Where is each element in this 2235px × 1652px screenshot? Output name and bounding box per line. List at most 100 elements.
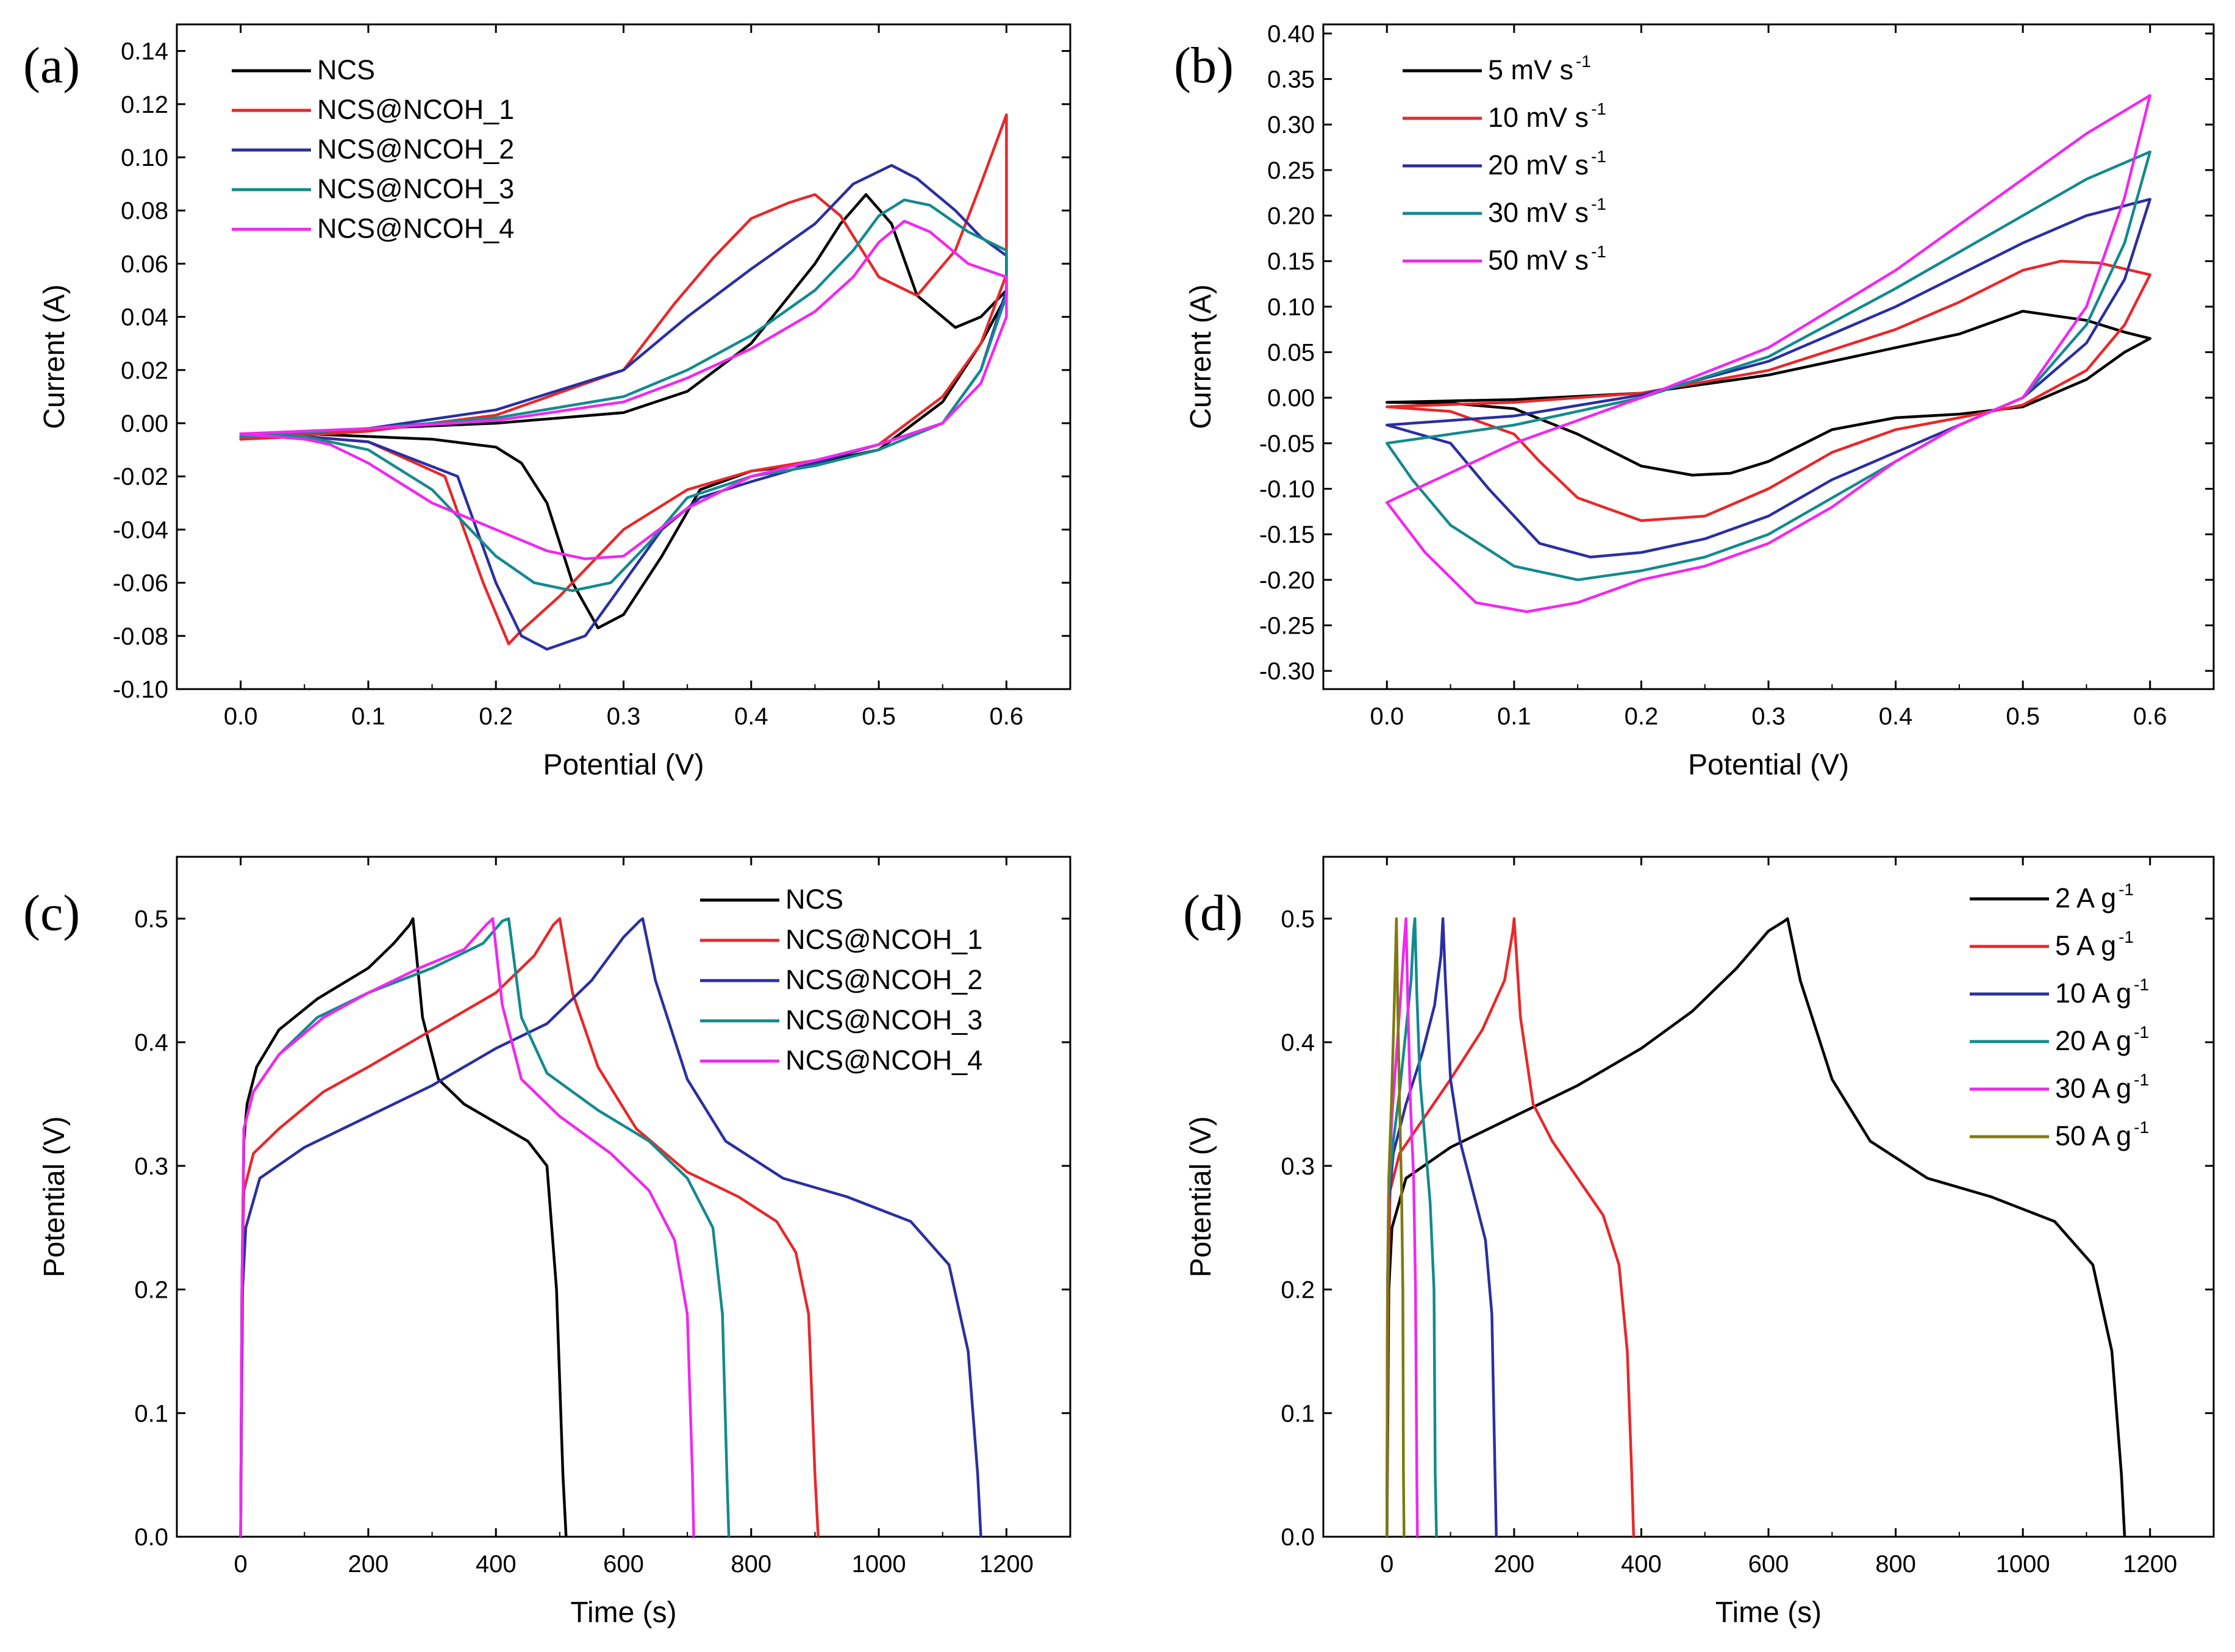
x-tick-label-a: 0.3 bbox=[607, 703, 641, 730]
y-tick-label-b: -0.05 bbox=[1259, 431, 1315, 457]
series-line-b-0 bbox=[1386, 310, 2151, 477]
panel-label-b: (b) bbox=[1174, 37, 1234, 94]
y-tick-label-b: 0.05 bbox=[1267, 340, 1315, 367]
series-line-a-4 bbox=[239, 220, 1008, 560]
y-tick-label-b: -0.25 bbox=[1259, 612, 1315, 639]
x-tick-label-a: 0.0 bbox=[224, 703, 258, 730]
legend-label-b-1: 10 mV s -1 bbox=[1488, 99, 1606, 133]
y-tick-label-d: 0.5 bbox=[1281, 906, 1315, 932]
chart-panel-c: (c) 0 200 400 600 800 1000 1200 0.0 0.1 0.2 0.3 0.4 0… bbox=[23, 856, 1071, 1629]
legend-label-b-3: 30 mV s -1 bbox=[1488, 195, 1606, 228]
legend-label-a-1: NCS@NCOH_1 bbox=[317, 94, 514, 125]
series-line-b-4 bbox=[1386, 94, 2151, 613]
y-tick-label-a: 0.12 bbox=[121, 91, 168, 118]
x-axis-label-c: Time (s) bbox=[570, 1597, 676, 1629]
x-tick-label-a: 0.1 bbox=[351, 703, 385, 730]
y-tick-label-b: 0.00 bbox=[1267, 385, 1315, 412]
y-tick-label-a: 0.10 bbox=[121, 145, 168, 171]
y-tick-label-a: 0.08 bbox=[121, 198, 168, 224]
x-axis-label-b: Potential (V) bbox=[1688, 749, 1849, 781]
legend-label-d-3: 20 A g -1 bbox=[2055, 1023, 2149, 1056]
x-tick-label-c: 1200 bbox=[979, 1551, 1034, 1578]
legend-label-d-0: 2 A g -1 bbox=[2055, 880, 2134, 914]
x-tick-label-d: 600 bbox=[1748, 1551, 1789, 1578]
legend-label-b-4: 50 mV s -1 bbox=[1488, 242, 1606, 276]
x-axis-label-a: Potential (V) bbox=[543, 749, 704, 781]
series-line-a-0 bbox=[239, 193, 1008, 629]
x-tick-label-c: 600 bbox=[603, 1551, 644, 1578]
legend-label-d-2: 10 A g -1 bbox=[2055, 975, 2149, 1009]
x-tick-label-d: 800 bbox=[1875, 1551, 1916, 1578]
x-tick-label-b: 0.6 bbox=[2133, 703, 2167, 730]
y-tick-label-d: 0.4 bbox=[1281, 1029, 1315, 1056]
y-tick-label-c: 0.4 bbox=[134, 1029, 168, 1056]
x-tick-label-d: 200 bbox=[1493, 1551, 1534, 1578]
y-tick-label-a: 0.04 bbox=[121, 304, 168, 331]
series-line-d-3 bbox=[1386, 917, 1438, 1537]
chart-panel-b: (b) 0.0 0.1 0.2 0.3 0.4 0.5 0.6 -0.30 -0.25 -0.20 -… bbox=[1174, 21, 2215, 781]
legend-label-c-3: NCS@NCOH_3 bbox=[785, 1004, 982, 1035]
series-line-c-1 bbox=[239, 917, 820, 1537]
y-tick-label-a: -0.04 bbox=[113, 517, 168, 543]
x-tick-label-d: 1200 bbox=[2123, 1551, 2177, 1578]
y-tick-label-a: 0.00 bbox=[121, 410, 168, 437]
x-tick-label-c: 1000 bbox=[852, 1551, 906, 1578]
legend-label-b-0: 5 mV s -1 bbox=[1488, 52, 1591, 85]
x-tick-label-d: 400 bbox=[1621, 1551, 1662, 1578]
series-line-d-0 bbox=[1386, 917, 2126, 1537]
y-tick-label-a: 0.06 bbox=[121, 251, 168, 277]
series-line-a-3 bbox=[239, 198, 1008, 592]
series-line-d-5 bbox=[1386, 917, 1406, 1537]
y-tick-label-c: 0.3 bbox=[134, 1153, 168, 1180]
y-tick-label-d: 0.1 bbox=[1281, 1400, 1315, 1427]
x-tick-label-b: 0.3 bbox=[1751, 703, 1786, 730]
x-tick-label-b: 0.1 bbox=[1497, 703, 1531, 730]
y-tick-label-b: 0.35 bbox=[1267, 66, 1315, 93]
y-tick-label-c: 0.0 bbox=[134, 1524, 168, 1551]
series-line-c-4 bbox=[239, 917, 695, 1537]
x-tick-label-c: 400 bbox=[476, 1551, 517, 1578]
y-tick-label-b: -0.10 bbox=[1259, 476, 1315, 503]
x-tick-label-d: 1000 bbox=[1996, 1551, 2050, 1578]
y-tick-label-a: -0.06 bbox=[113, 570, 168, 597]
y-tick-label-b: 0.10 bbox=[1267, 294, 1315, 321]
y-tick-label-a: -0.10 bbox=[113, 676, 168, 703]
panel-label-a: (a) bbox=[23, 37, 80, 94]
y-tick-label-b: 0.40 bbox=[1267, 21, 1315, 48]
y-axis-label-b: Current (A) bbox=[1185, 284, 1217, 429]
legend-label-d-5: 50 A g -1 bbox=[2055, 1118, 2149, 1151]
y-tick-label-c: 0.2 bbox=[134, 1277, 168, 1304]
x-tick-label-b: 0.4 bbox=[1879, 703, 1913, 730]
legend-label-a-2: NCS@NCOH_2 bbox=[317, 134, 514, 165]
y-tick-label-c: 0.5 bbox=[134, 906, 168, 932]
panel-label-c: (c) bbox=[23, 885, 80, 942]
legend-label-a-4: NCS@NCOH_4 bbox=[317, 213, 514, 244]
series-line-b-1 bbox=[1386, 259, 2151, 523]
legend-label-a-3: NCS@NCOH_3 bbox=[317, 173, 514, 204]
y-tick-label-b: -0.15 bbox=[1259, 521, 1315, 548]
y-tick-label-d: 0.2 bbox=[1281, 1277, 1315, 1304]
panel-label-d: (d) bbox=[1183, 885, 1243, 942]
y-tick-label-a: -0.02 bbox=[113, 463, 168, 490]
legend-label-c-1: NCS@NCOH_1 bbox=[785, 924, 982, 955]
x-tick-label-d: 0 bbox=[1380, 1551, 1393, 1578]
x-tick-label-a: 0.4 bbox=[734, 703, 768, 730]
legend-label-c-2: NCS@NCOH_2 bbox=[785, 964, 982, 995]
y-tick-label-a: 0.14 bbox=[121, 38, 168, 65]
legend-label-c-4: NCS@NCOH_4 bbox=[785, 1045, 982, 1076]
x-tick-label-b: 0.5 bbox=[2006, 703, 2040, 730]
x-tick-label-c: 800 bbox=[731, 1551, 771, 1578]
y-tick-label-a: -0.08 bbox=[113, 623, 168, 650]
legend-label-a-0: NCS bbox=[317, 54, 375, 85]
series-line-c-0 bbox=[239, 917, 568, 1537]
y-tick-label-b: 0.30 bbox=[1267, 112, 1315, 138]
legend-label-d-4: 30 A g -1 bbox=[2055, 1070, 2149, 1104]
y-tick-label-b: 0.20 bbox=[1267, 203, 1315, 230]
x-tick-label-c: 200 bbox=[348, 1551, 389, 1578]
y-tick-label-d: 0.3 bbox=[1281, 1153, 1315, 1180]
x-tick-label-a: 0.5 bbox=[862, 703, 896, 730]
y-tick-label-b: -0.30 bbox=[1259, 658, 1315, 685]
chart-panel-a: (a) 0.0 0.1 0.2 0.3 0.4 0.5 0.6 -0.10 -0.08 -0.06 -… bbox=[23, 23, 1071, 781]
